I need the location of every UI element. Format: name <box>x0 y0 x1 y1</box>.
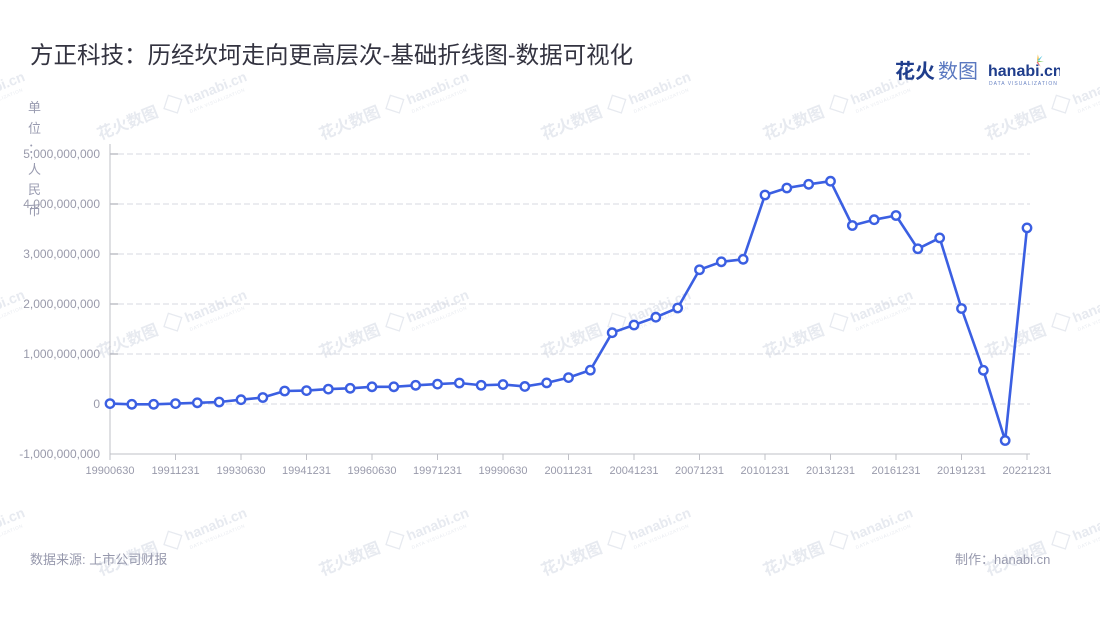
svg-text:5,000,000,000: 5,000,000,000 <box>23 147 100 161</box>
svg-text:20221231: 20221231 <box>1003 465 1052 477</box>
svg-text:4,000,000,000: 4,000,000,000 <box>23 197 100 211</box>
svg-text:20131231: 20131231 <box>806 465 855 477</box>
svg-text:19941231: 19941231 <box>282 465 331 477</box>
svg-text:数图: 数图 <box>938 55 978 84</box>
svg-text:0: 0 <box>93 397 100 411</box>
svg-text:3,000,000,000: 3,000,000,000 <box>23 247 100 261</box>
svg-text:20161231: 20161231 <box>872 465 921 477</box>
svg-text:20041231: 20041231 <box>610 465 659 477</box>
svg-text:DATA VISUALIZATION: DATA VISUALIZATION <box>989 81 1058 87</box>
svg-text:19930630: 19930630 <box>217 465 266 477</box>
svg-text:19960630: 19960630 <box>348 465 397 477</box>
svg-text:19971231: 19971231 <box>413 465 462 477</box>
svg-text:19990630: 19990630 <box>479 465 528 477</box>
svg-text:20071231: 20071231 <box>675 465 724 477</box>
svg-text:-1,000,000,000: -1,000,000,000 <box>19 447 100 461</box>
svg-text:hanabi.cn: hanabi.cn <box>988 63 1060 80</box>
svg-text:花火: 花火 <box>895 55 935 84</box>
svg-text:2,000,000,000: 2,000,000,000 <box>23 297 100 311</box>
svg-text:20011231: 20011231 <box>544 465 592 477</box>
svg-text:1,000,000,000: 1,000,000,000 <box>23 347 100 361</box>
svg-text:20101231: 20101231 <box>741 465 790 477</box>
svg-text:19900630: 19900630 <box>86 465 135 477</box>
svg-text:19911231: 19911231 <box>151 465 199 477</box>
svg-text:20191231: 20191231 <box>937 465 986 477</box>
